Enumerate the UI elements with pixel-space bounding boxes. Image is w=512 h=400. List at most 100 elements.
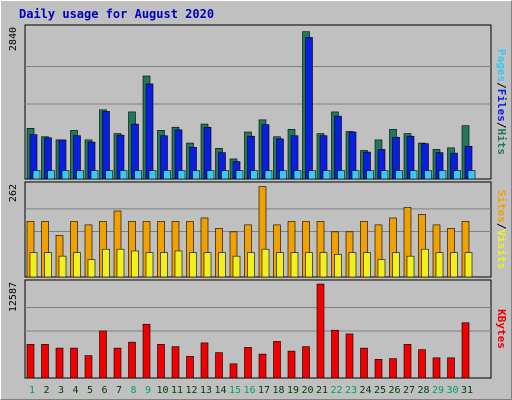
- legend-visits-sites: Sites/Visits: [495, 190, 508, 270]
- bar-files-day-6: [102, 111, 110, 180]
- bar-pages-day-28: [424, 170, 432, 180]
- bar-sites-day-9: [145, 252, 154, 278]
- x-tick-label-7: 7: [116, 385, 122, 396]
- bar-sites-day-10: [160, 252, 168, 278]
- bar-pages-day-6: [105, 170, 113, 180]
- bar-sites-day-29: [435, 252, 444, 278]
- bar-pages-day-19: [293, 170, 302, 180]
- bar-pages-day-27: [409, 170, 418, 180]
- bar-pages-day-30: [453, 170, 461, 180]
- bar-sites-day-20: [305, 252, 313, 278]
- bar-files-day-20: [305, 37, 313, 180]
- bar-pages-day-18: [279, 170, 287, 180]
- x-tick-label-12: 12: [185, 385, 197, 396]
- x-tick-label-25: 25: [374, 385, 386, 396]
- bar-kbytes-day-20: [302, 346, 310, 379]
- x-tick-label-9: 9: [145, 385, 151, 396]
- legend-entry-visits: Visits: [495, 230, 508, 270]
- bar-pages-day-3: [61, 170, 70, 180]
- bar-kbytes-day-23: [345, 333, 354, 379]
- bar-sites-day-11: [174, 250, 183, 278]
- x-tick-label-13: 13: [200, 385, 212, 396]
- bar-sites-day-15: [232, 255, 241, 278]
- bar-pages-day-8: [134, 170, 142, 180]
- legend-entry-sites: Sites: [495, 190, 508, 223]
- x-tick-label-19: 19: [287, 385, 299, 396]
- bar-sites-day-5: [87, 259, 96, 278]
- x-tick-label-18: 18: [272, 385, 284, 396]
- bar-pages-day-2: [47, 170, 55, 180]
- bar-sites-day-25: [377, 259, 386, 278]
- bar-kbytes-day-18: [273, 341, 281, 379]
- bar-sites-day-31: [464, 252, 473, 278]
- x-tick-label-2: 2: [43, 385, 49, 396]
- x-tick-label-22: 22: [330, 385, 342, 396]
- bar-pages-day-29: [438, 170, 447, 180]
- bar-kbytes-day-21: [316, 283, 325, 379]
- bar-pages-day-26: [395, 170, 403, 180]
- bar-pages-day-4: [76, 170, 84, 180]
- bar-pages-day-14: [221, 170, 229, 180]
- x-tick-label-10: 10: [156, 385, 168, 396]
- bar-kbytes-day-3: [55, 347, 64, 379]
- x-tick-label-3: 3: [58, 385, 64, 396]
- bar-kbytes-day-31: [461, 322, 470, 379]
- legend-entry-hits: Hits: [495, 129, 508, 156]
- bar-kbytes-day-11: [171, 346, 180, 379]
- bar-kbytes-day-4: [70, 347, 78, 379]
- bar-sites-day-28: [421, 248, 429, 278]
- bar-kbytes-day-26: [389, 358, 397, 379]
- y-max-label-kbytes: 12587: [8, 282, 19, 312]
- x-tick-label-17: 17: [258, 385, 270, 396]
- y-max-label-visits-sites: 262: [8, 184, 19, 202]
- bar-pages-day-25: [380, 170, 389, 180]
- bar-sites-day-7: [116, 248, 125, 278]
- bar-kbytes-day-24: [360, 347, 368, 379]
- bar-sites-day-23: [348, 252, 357, 278]
- bar-kbytes-day-8: [128, 341, 136, 379]
- x-tick-label-11: 11: [171, 385, 183, 396]
- x-tick-label-4: 4: [72, 385, 78, 396]
- bar-pages-day-13: [206, 170, 215, 180]
- bar-pages-day-9: [148, 170, 157, 180]
- bar-pages-day-20: [308, 170, 316, 180]
- bar-sites-day-2: [44, 252, 52, 278]
- bar-kbytes-day-9: [142, 323, 151, 379]
- bar-pages-day-10: [163, 170, 171, 180]
- bar-sites-day-4: [73, 252, 81, 278]
- bar-pages-day-22: [337, 170, 345, 180]
- bar-pages-day-23: [351, 170, 360, 180]
- legend-separator: /: [495, 82, 508, 89]
- legend-entry-pages: Pages: [495, 49, 508, 82]
- legend-separator: /: [495, 223, 508, 230]
- legend-entry-kbytes: KBytes: [495, 309, 508, 349]
- bar-kbytes-day-16: [244, 347, 252, 379]
- bar-sites-day-22: [334, 254, 342, 278]
- bar-pages-day-16: [250, 170, 258, 180]
- bar-sites-day-6: [102, 248, 110, 278]
- bar-kbytes-day-13: [200, 342, 209, 379]
- bar-pages-day-7: [119, 170, 128, 180]
- bar-pages-day-21: [322, 170, 331, 180]
- bar-pages-day-24: [366, 170, 374, 180]
- bar-sites-day-30: [450, 252, 458, 278]
- bar-pages-day-11: [177, 170, 186, 180]
- legend-separator: /: [495, 122, 508, 129]
- bar-kbytes-day-25: [374, 359, 383, 379]
- chart-title: Daily usage for August 2020: [19, 7, 215, 21]
- bar-pages-day-17: [264, 170, 273, 180]
- bar-pages-day-5: [90, 170, 99, 180]
- bar-sites-day-26: [392, 252, 400, 278]
- x-tick-label-26: 26: [388, 385, 400, 396]
- bar-sites-day-3: [58, 255, 67, 278]
- bar-files-day-9: [145, 83, 154, 180]
- bar-files-day-22: [334, 115, 342, 180]
- x-tick-label-8: 8: [130, 385, 136, 396]
- x-tick-label-24: 24: [359, 385, 371, 396]
- x-tick-label-31: 31: [461, 385, 473, 396]
- bar-kbytes-day-6: [99, 330, 107, 379]
- bar-sites-day-19: [290, 252, 299, 278]
- x-tick-label-23: 23: [345, 385, 357, 396]
- bar-pages-day-31: [467, 170, 476, 180]
